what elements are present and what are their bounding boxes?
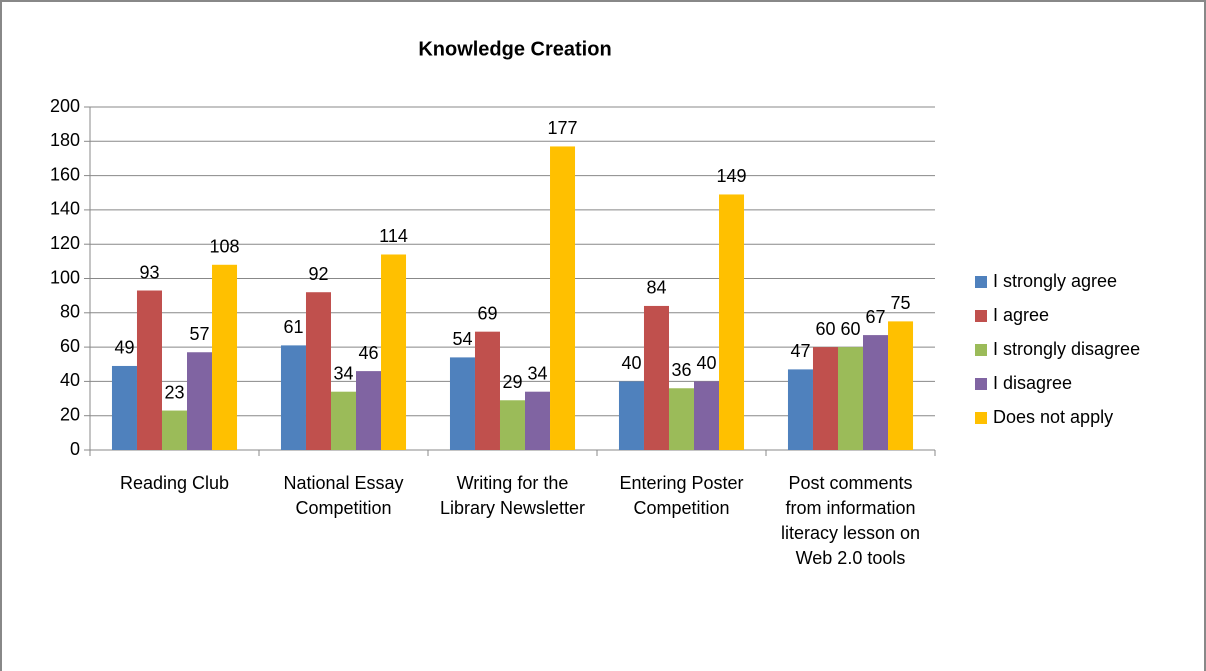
y-tick-label: 60 (60, 336, 80, 356)
bar (550, 146, 576, 450)
bar (719, 194, 745, 450)
legend-label: I strongly agree (993, 271, 1117, 291)
y-tick-label: 140 (50, 199, 80, 219)
data-label: 47 (790, 341, 810, 361)
bar (356, 371, 382, 450)
data-label: 23 (164, 382, 184, 402)
bar (381, 254, 407, 450)
data-label: 93 (139, 262, 159, 282)
bar (305, 292, 331, 450)
bar (280, 345, 306, 450)
bar (863, 335, 889, 450)
y-tick-label: 40 (60, 370, 80, 390)
y-tick-label: 0 (70, 439, 80, 459)
data-label: 60 (815, 319, 835, 339)
data-label: 177 (548, 118, 578, 138)
x-tick-label: National Essay Competition (283, 473, 404, 518)
data-label: 149 (717, 166, 747, 186)
data-label: 75 (891, 293, 911, 313)
y-tick-label: 100 (50, 267, 80, 287)
y-tick-label: 20 (60, 404, 80, 424)
legend-label: Does not apply (993, 407, 1113, 427)
y-tick-label: 80 (60, 302, 80, 322)
data-label: 49 (114, 338, 134, 358)
data-label: 46 (358, 343, 378, 363)
bar (330, 391, 357, 450)
bar (474, 331, 500, 450)
legend-label: I agree (993, 305, 1049, 325)
bar (812, 347, 838, 450)
bar (111, 365, 137, 450)
y-tick-label: 180 (50, 130, 80, 150)
data-label: 34 (527, 363, 547, 383)
bar (449, 357, 475, 450)
bar (643, 305, 669, 450)
legend-swatch (975, 378, 987, 390)
data-label: 108 (210, 237, 240, 257)
data-label: 60 (840, 319, 860, 339)
bar (187, 352, 213, 450)
x-tick-label: Reading Club (119, 473, 230, 493)
x-tick-label: Writing for the Library Newsletter (439, 473, 586, 518)
y-tick-label: 160 (50, 164, 80, 184)
data-label: 84 (646, 278, 666, 298)
bar (499, 400, 526, 450)
data-label: 67 (865, 307, 885, 327)
x-tick-label: Post comments from information literacy … (780, 473, 921, 568)
data-label: 40 (696, 353, 716, 373)
bar (212, 264, 238, 450)
legend-swatch (975, 412, 987, 424)
bar (618, 381, 644, 450)
chart-title: Knowledge Creation (418, 38, 611, 60)
bar (161, 410, 188, 450)
legend-swatch (975, 344, 987, 356)
y-tick-label: 200 (50, 96, 80, 116)
bar (694, 381, 720, 450)
bar (787, 369, 813, 450)
data-label: 69 (477, 303, 497, 323)
data-label: 54 (452, 329, 472, 349)
bar (525, 391, 551, 450)
y-tick-label: 120 (50, 233, 80, 253)
legend-swatch (975, 310, 987, 322)
legend-label: I disagree (993, 373, 1072, 393)
data-label: 40 (621, 353, 641, 373)
data-label: 114 (379, 226, 408, 246)
x-tick-label: Entering Poster Competition (619, 473, 744, 518)
data-label: 34 (333, 363, 353, 383)
legend-swatch (975, 276, 987, 288)
data-label: 57 (189, 324, 209, 344)
data-label: 29 (502, 372, 522, 392)
bar (136, 290, 162, 450)
bar (888, 321, 914, 450)
data-label: 36 (671, 360, 691, 380)
bar (837, 347, 864, 450)
legend-label: I strongly disagree (993, 339, 1140, 359)
data-label: 61 (283, 317, 303, 337)
bar (668, 388, 695, 450)
data-label: 92 (308, 264, 328, 284)
